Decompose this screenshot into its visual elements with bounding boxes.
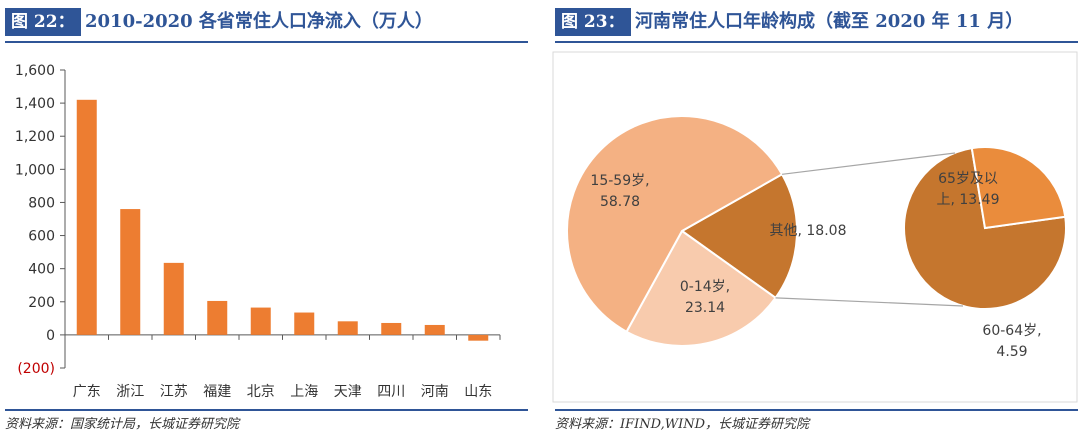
figure-title: 2010-2020 各省常住人口净流入（万人） [85,11,433,32]
pie-label-other: 其他, 18.08 [770,223,847,239]
pie-label-0-14: 0-14岁, [680,279,730,295]
source-divider [555,409,1078,411]
pie-slice-60-64 [970,146,1067,230]
category-label: 广东 [73,384,101,400]
pie-slice-other [680,172,798,300]
y-tick-label: 600 [28,229,55,245]
bar [294,312,315,335]
category-label: 天津 [334,384,362,400]
y-tick-label: 400 [28,262,55,278]
pie-chart: 15-59岁, 58.78 0-14岁, 23.14 其他, 18.08 65岁及以上, … [552,51,1078,403]
y-tick-label: 1,600 [15,63,55,79]
pie-slice-0-14 [625,229,777,347]
figure-header: 图 23： 河南常住人口年龄构成（截至 2020 年 11 月） [555,5,1078,43]
figure-header: 图 22： 2010-2020 各省常住人口净流入（万人） [5,5,528,43]
figure-title: 河南常住人口年龄构成（截至 2020 年 11 月） [635,11,1024,32]
figure-number: 图 23： [555,8,631,36]
bar [381,322,402,335]
source-divider [5,409,528,411]
bar [468,334,489,341]
bar [76,99,97,335]
pie-label-60-64: 60-64岁, [982,323,1041,339]
connector-line [775,297,964,307]
category-label: 福建 [203,384,231,400]
bar-chart: 1,600 1,400 1,200 1,000 800 600 400 200 0 (200) 广东… [15,63,501,400]
pie-chart-panel: 图 23： 河南常住人口年龄构成（截至 2020 年 11 月） 15-59岁,… [550,0,1080,444]
bar [250,307,271,335]
source-note: 资料来源：IFIND,WIND，长城证券研究院 [555,417,810,432]
bar [163,262,184,335]
chart-frame [552,51,1078,403]
pie-slice-15-59 [566,115,784,334]
bar [337,321,358,335]
y-tick-label: 200 [28,295,55,311]
category-label: 江苏 [160,384,188,400]
bar [207,300,228,335]
bar-chart-panel: 图 22： 2010-2020 各省常住人口净流入（万人） 1,600 1,400… [0,0,530,444]
source-note: 资料来源：国家统计局，长城证券研究院 [5,417,240,432]
category-label: 四川 [377,384,405,400]
y-tick-label: 1,000 [15,162,55,178]
bar [120,209,141,335]
y-tick-label: 1,400 [15,96,55,112]
category-label: 上海 [290,384,318,400]
category-label: 北京 [247,384,275,400]
category-label: 山东 [464,384,492,400]
bar [424,324,445,335]
pie-label-65-plus: 65岁及以 [938,171,998,187]
pie-label-65-plus: 上, 13.49 [937,192,1000,208]
pie-label-60-64: 4.59 [996,344,1027,360]
y-tick-label: (200) [17,361,55,377]
category-label: 河南 [421,384,449,400]
pie-label-0-14: 23.14 [685,300,725,316]
pie-label-15-59: 58.78 [600,194,640,210]
pie-label-15-59: 15-59岁, [590,173,649,189]
y-tick-label: 0 [46,328,55,344]
figure-number: 图 22： [5,8,81,36]
y-tick-label: 1,200 [15,129,55,145]
connector-line [781,152,956,175]
y-tick-label: 800 [28,195,55,211]
category-label: 浙江 [116,384,144,400]
